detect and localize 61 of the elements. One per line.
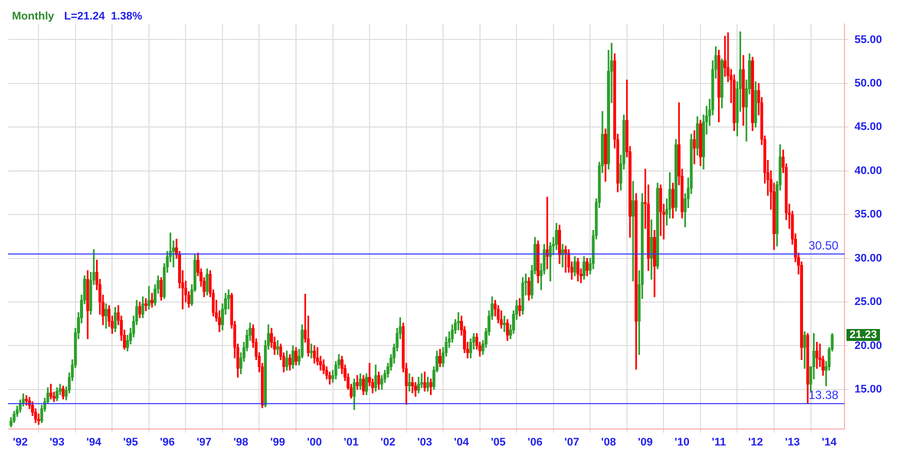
candlestick [362,375,365,396]
chart-subtitle: L=21.24 1.38% [64,10,142,23]
x-tick-label: '04 [454,436,470,448]
candlestick [160,277,163,301]
x-tick-label: '07 [564,436,580,448]
y-tick-label: 25.00 [854,296,882,308]
x-tick-label: '05 [490,436,506,448]
x-tick-label: '06 [528,436,542,448]
candlestick [634,193,638,370]
x-tick-label: '02 [380,436,396,448]
x-tick-label: '95 [123,436,138,448]
candlestick [356,375,359,390]
y-tick-label: 55.00 [854,34,882,46]
ref-line-label: 13.38 [808,388,839,402]
x-tick-label: '10 [674,436,690,448]
y-tick-label: 45.00 [854,121,882,134]
x-tick-label: '11 [712,436,726,448]
y-tick-label: 30.00 [854,252,882,264]
candlestick [144,298,148,312]
candlestick [429,378,432,396]
x-tick-label: '08 [601,436,616,448]
candlestick [423,372,426,392]
x-tick-label: '99 [270,436,286,448]
x-tick-label: '97 [196,436,212,448]
x-tick-label: '93 [50,436,64,448]
candlestick [692,130,696,164]
candlestick [518,298,522,316]
candlestick [564,246,568,273]
y-tick-label: 20.00 [854,340,882,352]
annotation: 21.23 [849,329,878,342]
x-tick-label: '14 [822,436,838,448]
y-tick-label: 35.00 [854,208,882,221]
x-tick-label: '98 [233,436,248,448]
x-tick-label: '92 [12,436,28,448]
candlestick [49,384,52,400]
x-tick-label: '12 [748,436,764,448]
candlestick [62,386,65,400]
x-tick-label: '94 [86,436,102,448]
y-tick-label: 50.00 [854,77,882,90]
candlestick [717,50,720,122]
ref-line-label: 30.50 [808,238,839,252]
y-tick-label: 40.00 [854,164,882,177]
candlestick [410,376,414,394]
x-tick-label: '09 [638,436,653,448]
candlestick [558,224,562,264]
chart-title: Monthly [12,10,56,23]
candlestick [576,258,580,282]
x-tick-label: '00 [306,436,322,448]
candlestick [536,240,540,284]
candlestick [527,277,530,301]
candlestick [751,56,754,131]
x-tick-label: '01 [344,436,359,448]
y-tick-label: 15.00 [854,383,882,396]
candlestick [506,319,509,341]
candlestick [24,395,28,406]
x-tick-label: '96 [160,436,175,448]
x-tick-label: '03 [417,436,432,448]
candlestick [815,342,818,369]
x-tick-label: '13 [784,436,800,448]
candlestick [698,120,702,166]
candlestick [806,333,810,404]
